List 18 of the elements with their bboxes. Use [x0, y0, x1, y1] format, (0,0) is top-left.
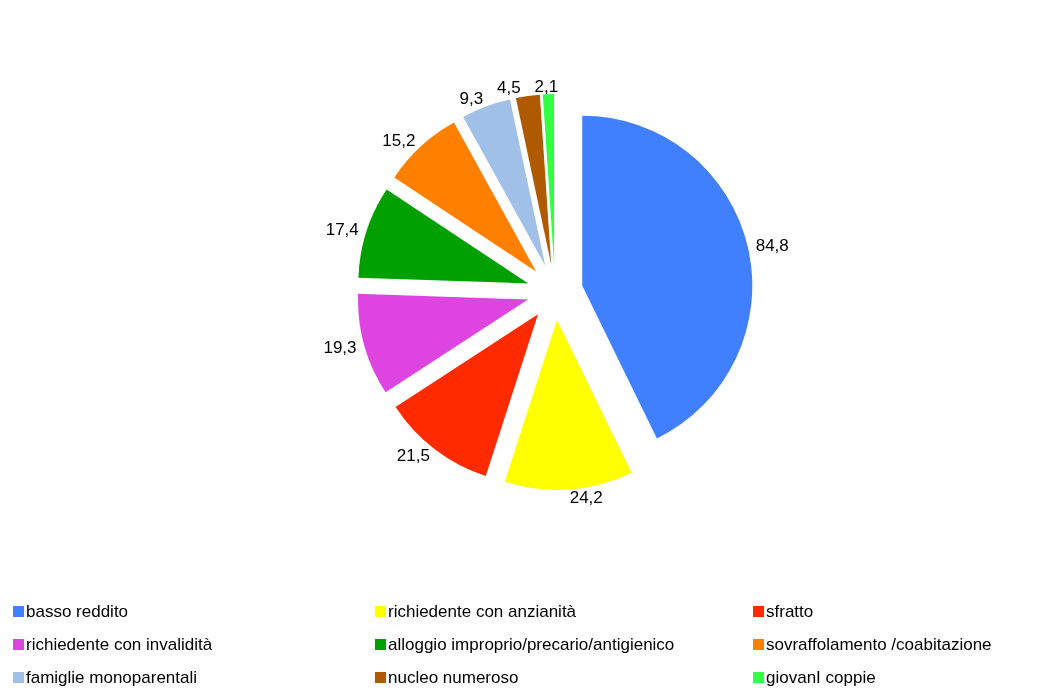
legend-label: richiedente con invalidità [26, 635, 213, 654]
legend-label: alloggio improprio/precario/antigienico [388, 635, 675, 654]
legend-label: richiedente con anzianità [388, 602, 577, 621]
data-label: 17,4 [325, 219, 359, 239]
data-label: 19,3 [323, 337, 357, 357]
legend-label: basso reddito [26, 602, 129, 621]
data-label: 9,3 [459, 89, 484, 109]
data-label: 24,2 [569, 487, 603, 507]
legend-label: sovraffolamento /coabitazione [766, 635, 992, 654]
data-label: 2,1 [534, 76, 559, 96]
data-label: 15,2 [382, 131, 416, 151]
legend-label: sfratto [766, 602, 814, 621]
data-label: 84,8 [755, 236, 789, 256]
legend-label: nucleo numeroso [388, 668, 519, 687]
data-label: 4,5 [497, 78, 521, 98]
legend-label: giovanI coppie [766, 668, 876, 687]
data-label: 21,5 [396, 446, 430, 466]
legend-label: famiglie monoparentali [26, 668, 198, 687]
